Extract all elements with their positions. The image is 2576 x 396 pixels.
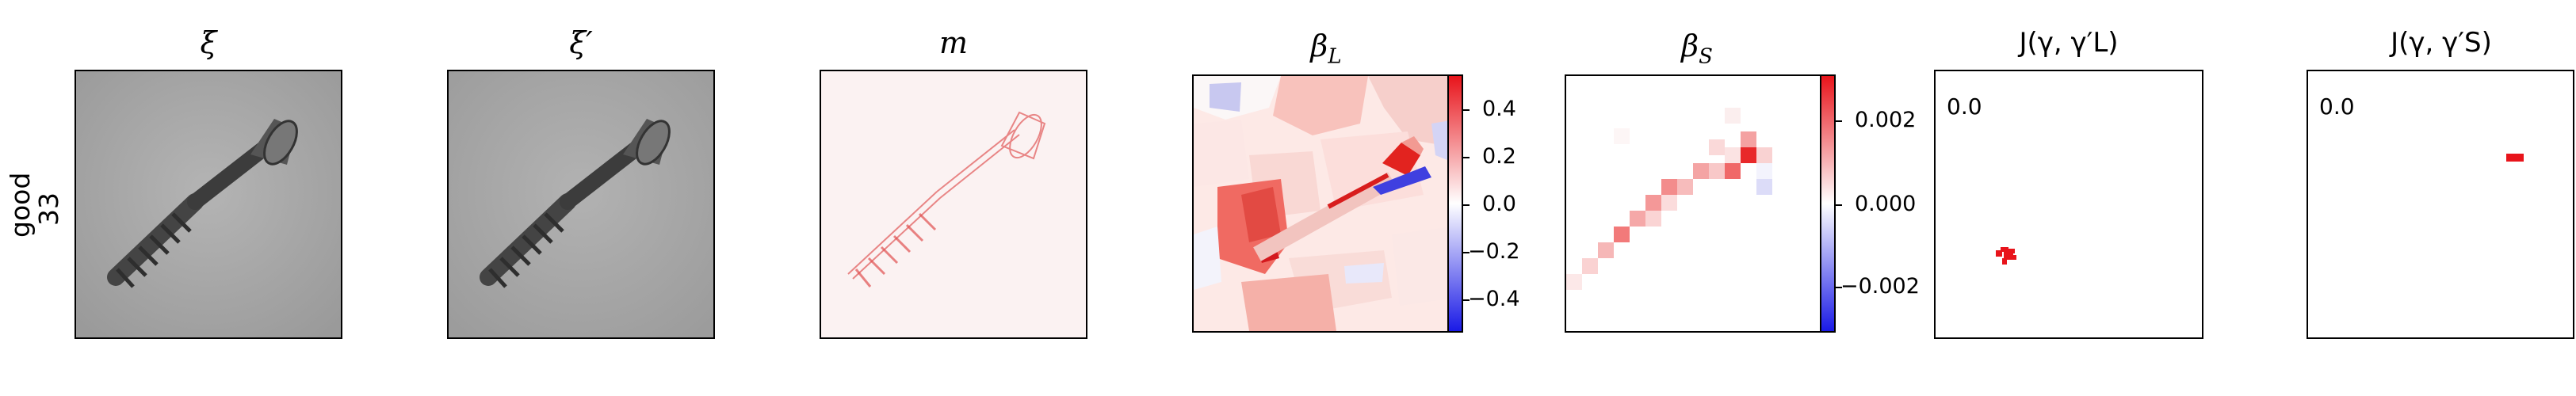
row-label-index: 33 [33,192,64,226]
mask-image [847,111,1046,287]
row-label-class: good [5,172,36,238]
panel-title-beta-s: βS [1681,29,1713,69]
colorbar-l-tick: −0.4 [1468,287,1520,311]
colorbar-s-tick: 0.000 [1855,192,1917,216]
j-s-marks [2506,154,2524,162]
mask-m [820,70,1087,339]
panel-title-xi: ξ [200,25,217,60]
panel-title-j-l: J(γ, γ′L) [2019,27,2119,59]
colorbar-beta-l [1447,74,1463,333]
row-label: good [5,172,36,238]
panel-title-beta-l: βL [1310,29,1342,69]
colorbar-l-tick: 0.4 [1482,97,1516,121]
colorbar-s-tick: −0.002 [1840,274,1920,299]
heatmap-beta-s-image [1566,76,1828,331]
plot-j-s: 0.0 [2307,70,2574,339]
colorbar-l-tick: −0.2 [1468,239,1520,264]
j-l-value: 0.0 [1947,93,1982,120]
colorbar-s-tick: 0.002 [1855,108,1917,132]
j-s-value: 0.0 [2319,93,2355,120]
heatmap-beta-l [1192,74,1457,333]
image-xi-prime [447,70,715,339]
panel-title-m: m [938,25,969,60]
colorbar-l-tick: 0.2 [1482,144,1516,169]
heatmap-beta-l-image [1194,76,1455,331]
heatmap-beta-s [1565,74,1829,333]
plot-j-l: 0.0 [1934,70,2203,339]
j-l-marks [1996,247,2016,265]
screw-image [76,71,341,337]
panel-title-j-s: J(γ, γ′S) [2391,27,2492,59]
screw-image [449,71,713,337]
panel-title-xi-prime: ξ′ [569,25,593,60]
colorbar-l-tick: 0.0 [1482,192,1516,216]
image-xi [75,70,342,339]
colorbar-beta-s [1820,74,1836,333]
